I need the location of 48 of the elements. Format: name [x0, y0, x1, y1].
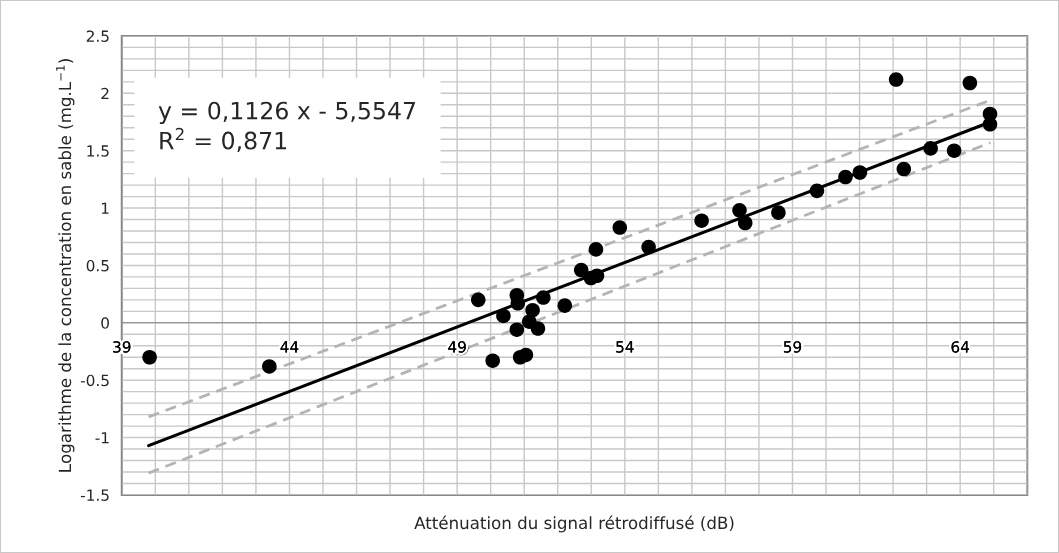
- point: [771, 205, 786, 220]
- point: [588, 242, 604, 257]
- y-tick-label: 0: [101, 317, 109, 329]
- point: [946, 143, 962, 158]
- y-tick-label: 1.5: [87, 145, 109, 157]
- point: [557, 298, 573, 313]
- point: [732, 203, 747, 218]
- point: [142, 349, 157, 365]
- x-tick-label: 64: [951, 341, 970, 353]
- point: [641, 239, 656, 255]
- y-tick-label: 1: [101, 202, 109, 214]
- point: [509, 322, 525, 337]
- point: [510, 296, 526, 311]
- point: [530, 321, 546, 336]
- y-tick-label: -0.5: [80, 374, 109, 387]
- point: [737, 215, 753, 231]
- point: [888, 72, 904, 87]
- y-axis-title: Logarithme de la concentration en sable (mg.L$^{−1}$): [56, 59, 75, 472]
- point: [982, 117, 998, 132]
- point: [612, 220, 628, 235]
- y-tick-label: -1.5: [80, 489, 109, 501]
- point: [962, 75, 978, 91]
- x-tick-label: 44: [280, 341, 299, 353]
- point: [525, 302, 540, 318]
- annotation: R$^{2}$ = 0,871: [160, 127, 286, 152]
- point: [589, 268, 605, 284]
- y-tick-label: -1: [95, 432, 109, 444]
- y-tick-label: 2: [101, 87, 109, 100]
- point: [573, 262, 589, 278]
- x-axis-title: Atténuation du signal rétrodiffusé (dB): [414, 515, 734, 533]
- point: [896, 161, 912, 177]
- point: [496, 308, 511, 324]
- y-tick-label: 0.5: [86, 259, 109, 272]
- point: [518, 347, 534, 363]
- point: [485, 353, 500, 368]
- x-tick-label: 54: [616, 341, 634, 353]
- point: [262, 359, 277, 374]
- y-tick-label: 2.5: [86, 30, 109, 42]
- point: [923, 141, 938, 156]
- point: [470, 292, 486, 308]
- x-tick-label: 39: [113, 341, 131, 353]
- annotation: y = 0,1126 x - 5,5547: [158, 101, 415, 125]
- point: [694, 213, 709, 228]
- point: [809, 183, 825, 199]
- x-tick-label: 59: [783, 341, 802, 353]
- point: [852, 165, 868, 180]
- point: [536, 290, 551, 305]
- point: [838, 169, 853, 185]
